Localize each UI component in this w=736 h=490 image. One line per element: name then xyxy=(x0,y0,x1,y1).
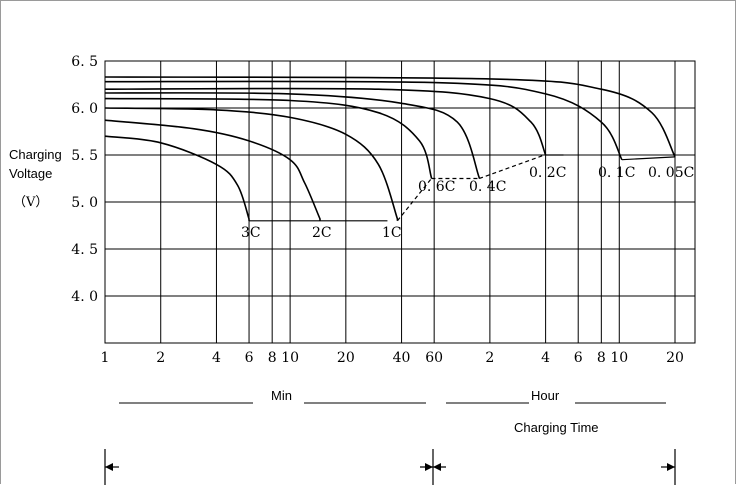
curve-2c xyxy=(104,119,321,221)
curve-label: 0. 4C xyxy=(469,179,506,195)
curve-1c xyxy=(104,107,399,221)
curve-3c xyxy=(104,135,250,221)
x-tick-label: 6 xyxy=(245,350,254,366)
curve-0-2c xyxy=(104,87,547,156)
x-tick-label: 10 xyxy=(281,350,299,366)
x-tick-label: 60 xyxy=(425,350,443,366)
x-tick-label: 4 xyxy=(541,350,550,366)
x-tick-labels: 1 2 4 6 8 10 20 40 60 2 4 6 8 10 20 xyxy=(101,350,684,366)
curve-labels: 3C 2C 1C 0. 6C 0. 4C 0. 2C 0. 1C 0. 05C xyxy=(241,165,694,241)
curve-label: 0. 2C xyxy=(529,165,566,181)
x-tick-label: 20 xyxy=(666,350,684,366)
curve-label: 1C xyxy=(382,225,402,241)
y-tick-label: 5. 0 xyxy=(71,195,98,211)
y-axis-label-line1: Charging xyxy=(9,147,62,162)
curve-label: 3C xyxy=(241,225,261,241)
x-tick-label: 6 xyxy=(574,350,583,366)
y-axis-label-line3: （V） xyxy=(13,195,48,210)
y-tick-labels: 6. 5 6. 0 5. 5 5. 0 4. 5 4. 0 xyxy=(71,54,98,305)
x-tick-label: 8 xyxy=(597,350,606,366)
x-axis-caption: Charging Time xyxy=(514,420,599,435)
x-tick-label: 2 xyxy=(485,350,494,366)
x-tick-label: 10 xyxy=(610,350,628,366)
curve-label: 0. 1C xyxy=(598,165,635,181)
min-group-label: Min xyxy=(271,388,292,403)
curve-label: 0. 05C xyxy=(648,165,694,181)
x-tick-label: 4 xyxy=(212,350,221,366)
curves xyxy=(104,76,676,222)
y-axis-label-line2: Voltage xyxy=(9,166,52,181)
x-tick-label: 1 xyxy=(101,350,110,366)
x-tick-label: 8 xyxy=(268,350,277,366)
curve-0-05c xyxy=(104,76,676,158)
curve-0-6c xyxy=(104,97,433,179)
transition-04c-02c xyxy=(478,154,545,180)
y-tick-label: 4. 0 xyxy=(71,289,98,305)
cutoff-line-01c-005c xyxy=(621,156,676,161)
range-marker-start xyxy=(104,449,119,485)
curve-label: 0. 6C xyxy=(418,179,455,195)
y-tick-label: 5. 5 xyxy=(71,148,98,164)
y-tick-label: 6. 5 xyxy=(71,54,98,70)
y-tick-label: 6. 0 xyxy=(71,101,98,117)
transition-1c-06c xyxy=(396,178,432,222)
range-marker-middle xyxy=(420,449,446,485)
x-tick-label: 20 xyxy=(337,350,355,366)
gridlines xyxy=(104,60,696,344)
curve-0-4c xyxy=(104,92,480,179)
x-tick-label: 2 xyxy=(156,350,165,366)
curve-label: 2C xyxy=(312,225,332,241)
range-marker-end xyxy=(661,449,676,485)
y-tick-label: 4. 5 xyxy=(71,242,98,258)
x-tick-label: 40 xyxy=(393,350,411,366)
hour-group-label: Hour xyxy=(531,388,560,403)
curve-0-1c xyxy=(104,80,623,161)
